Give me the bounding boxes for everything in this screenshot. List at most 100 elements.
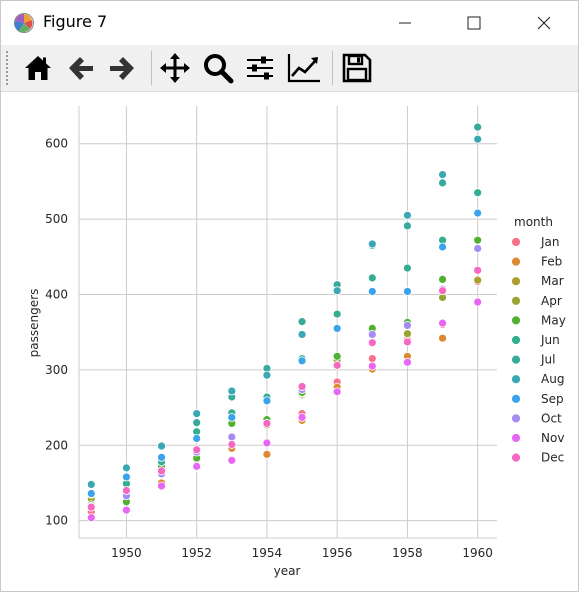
data-point-sep [473,208,483,218]
data-point-dec [262,419,272,428]
data-point-jul [297,317,307,327]
data-point-dec [86,502,96,512]
x-tick-label: 1958 [392,546,423,560]
data-point-aug [86,480,96,489]
legend-label-apr: Apr [541,294,562,308]
data-point-dec [192,445,202,455]
data-point-dec [122,486,131,495]
data-point-sep [438,242,447,252]
data-point-nov [157,481,166,491]
minimize-button[interactable] [382,7,428,39]
data-point-aug [157,441,166,451]
data-point-jun [332,309,342,319]
legend-label-jun: Jun [540,333,560,347]
forward-button[interactable] [104,51,140,85]
forward-icon [110,57,134,80]
legend-marker-mar [511,276,521,287]
data-point-dec [157,466,166,476]
x-tick-label: 1954 [252,546,283,560]
legend-marker-nov [511,433,521,443]
data-point-jul [403,221,412,231]
maximize-icon [467,16,481,30]
scatter-plot: 1950 1952 1954 1956 1958 1960 100 200 300 400 500 6… [27,106,566,578]
title-bar: Figure 7 [1,1,578,45]
zoom-button[interactable] [200,51,236,85]
y-tick-label: 300 [45,363,68,377]
legend-label-jul: Jul [540,353,555,367]
edit-axis-icon [287,54,320,83]
data-point-jun [403,263,412,273]
data-point-aug [403,210,412,220]
data-point-dec [403,337,412,347]
data-point-nov [122,505,131,515]
navigation-toolbar [1,45,578,92]
y-tick-label: 600 [45,137,68,151]
legend-marker-may [511,315,521,326]
x-tick-label: 1960 [462,546,493,560]
legend-title: month [514,215,553,229]
close-icon [537,16,551,30]
data-point-aug [192,409,202,419]
data-point-may [332,351,342,361]
data-point-nov [438,318,447,328]
data-point-sep [297,356,307,366]
legend-marker-feb [511,256,521,267]
x-tick-label: 1950 [111,546,142,560]
legend: month Jan Feb Mar Apr May Jun Jul Aug Sep Oct Nov D… [511,215,566,465]
pan-button[interactable] [157,51,193,85]
axis-ticks: 1950 1952 1954 1956 1958 1960 100 200 300 400 500 6… [45,137,493,560]
data-point-nov [192,461,202,471]
data-point-aug [262,370,272,380]
data-point-nov [227,455,237,465]
data-point-mar [473,275,483,285]
configure-subplots-icon [247,56,273,80]
maximize-button[interactable] [451,7,497,39]
data-point-oct [473,244,483,253]
data-point-jun [367,273,377,283]
home-button[interactable] [20,51,56,85]
close-button[interactable] [521,7,567,39]
minimize-icon [399,22,411,24]
legend-label-mar: Mar [541,274,564,288]
data-point-aug [297,330,307,339]
data-point-may [438,275,447,284]
legend-marker-sep [511,393,521,404]
zoom-icon [204,54,234,84]
edit-axis-button[interactable] [286,51,322,85]
y-tick-label: 400 [45,287,68,301]
data-point-oct [403,320,412,330]
data-point-aug [332,286,342,296]
data-point-may [473,235,483,245]
data-point-dec [473,265,483,275]
legend-label-sep: Sep [541,392,564,406]
data-point-dec [367,338,377,348]
data-point-aug [473,134,483,144]
save-button[interactable] [339,51,375,85]
x-axis-label: year [274,564,301,578]
window-title: Figure 7 [43,12,108,31]
matplotlib-logo-icon [14,13,34,33]
data-point-sep [192,434,202,443]
data-point-jan [367,354,377,363]
data-point-dec [227,440,237,449]
toolbar-separator [151,51,152,85]
y-tick-label: 500 [45,212,68,226]
data-point-dec [297,382,307,391]
legend-marker-oct [511,413,521,424]
legend-label-nov: Nov [541,431,564,445]
save-icon [342,53,372,83]
toolbar-grip[interactable] [6,51,12,85]
data-point-nov [473,297,483,307]
data-point-nov [86,513,96,523]
data-point-feb [262,449,272,459]
data-point-sep [157,452,166,462]
configure-subplots-button[interactable] [242,51,278,85]
data-point-jul [192,418,202,428]
back-button[interactable] [63,51,99,85]
data-point-aug [438,170,447,180]
legend-label-oct: Oct [541,411,562,425]
axes-spines [78,106,497,539]
data-point-sep [122,472,131,482]
data-point-oct [227,432,237,442]
